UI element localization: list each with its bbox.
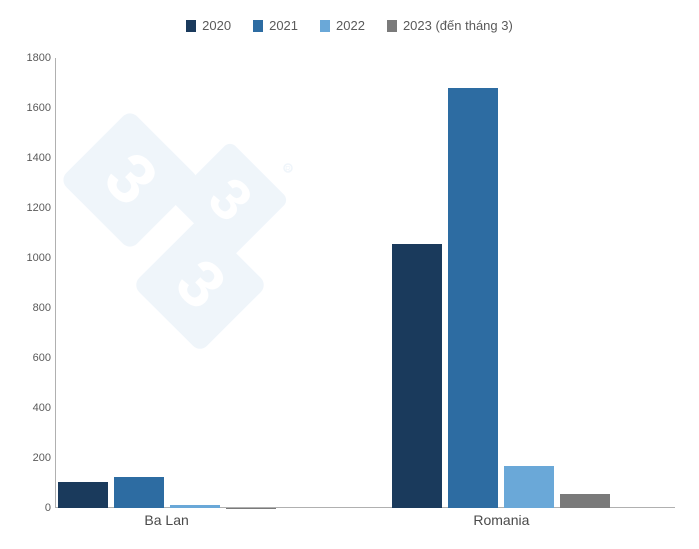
legend-swatch [320,20,330,32]
bar [58,482,108,508]
legend-label: 2021 [269,18,298,33]
legend-swatch [387,20,397,32]
chart-legend: 2020 2021 2022 2023 (đến tháng 3) [0,18,699,33]
y-tick-label: 600 [33,352,51,364]
x-tick-label: Romania [473,512,529,528]
legend-item-2020: 2020 [186,18,231,33]
bar [392,244,442,508]
bar [448,88,498,508]
legend-swatch [253,20,263,32]
chart-plot-area: 020040060080010001200140016001800 [55,58,675,508]
x-tick-label: Ba Lan [144,512,188,528]
bar [114,477,164,508]
bar [504,466,554,509]
legend-item-2021: 2021 [253,18,298,33]
legend-label: 2023 (đến tháng 3) [403,18,513,33]
y-axis: 020040060080010001200140016001800 [15,58,55,508]
y-tick-label: 1400 [27,152,51,164]
y-tick-label: 1000 [27,252,51,264]
legend-label: 2020 [202,18,231,33]
y-tick-label: 1200 [27,202,51,214]
y-tick-label: 0 [45,502,51,514]
bar [560,494,610,508]
legend-item-2022: 2022 [320,18,365,33]
y-tick-label: 1600 [27,102,51,114]
legend-item-2023: 2023 (đến tháng 3) [387,18,513,33]
y-tick-label: 800 [33,302,51,314]
bars-container [55,58,675,508]
y-tick-label: 1800 [27,52,51,64]
y-tick-label: 200 [33,452,51,464]
legend-swatch [186,20,196,32]
bar [170,505,220,509]
legend-label: 2022 [336,18,365,33]
y-tick-label: 400 [33,402,51,414]
